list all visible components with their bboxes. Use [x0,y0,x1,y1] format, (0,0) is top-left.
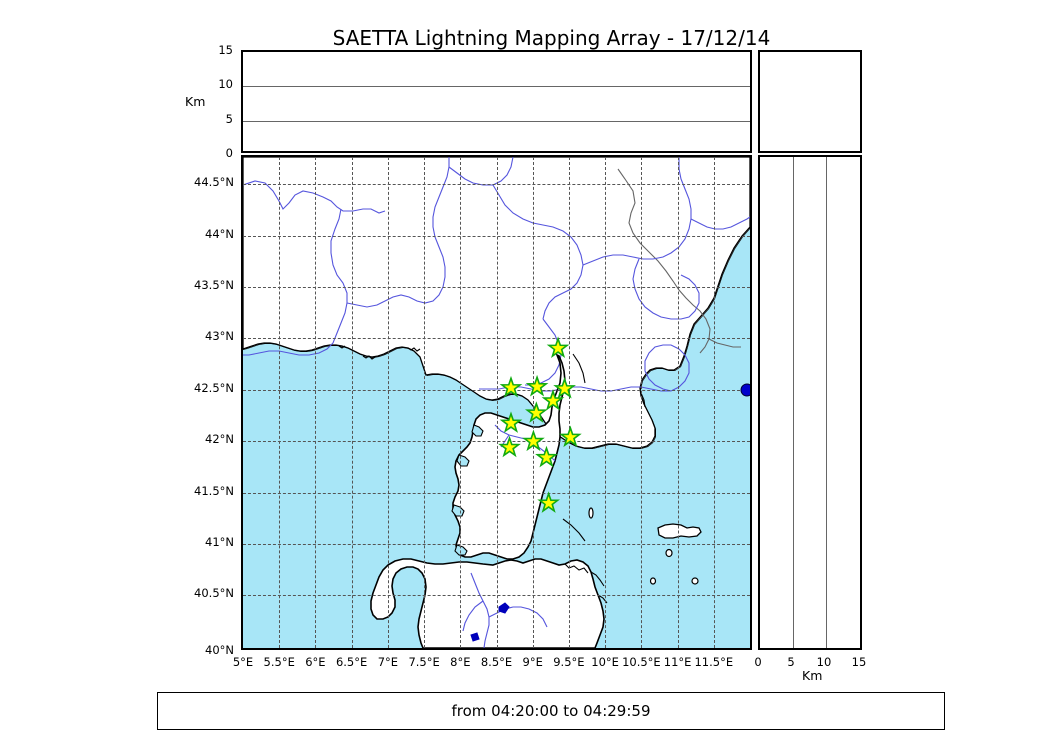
map-ytick-44.5: 44.5°N [194,175,234,190]
map-xtick-8.5: 8.5°E [480,655,513,669]
top-ytick-15: 15 [218,43,233,57]
top-ytick-10: 10 [218,77,233,92]
lma-station-star[interactable] [525,374,549,397]
gridline-10km-right [826,157,827,648]
gridline-lon-9 [532,157,534,648]
gridline-lon-8.5 [496,157,498,648]
gridline-lon-11.5 [713,157,715,648]
lma-station-star[interactable] [524,401,548,423]
gridline-lon-8 [460,157,462,648]
map-ytick-41.5: 41.5°N [194,483,234,498]
right-xtick-5: 5 [787,655,795,669]
map-xtick-10.5: 10.5°E [622,655,661,669]
station-markers-layer [498,336,582,513]
map-ytick-42: 42°N [205,432,234,447]
lma-station-star[interactable] [535,445,558,468]
map-ytick-43.5: 43.5°N [194,278,234,292]
vhf-source-dot[interactable] [740,383,750,397]
map-xtick-5.5: 5.5°E [263,655,295,669]
map-xtick-7.5: 7.5°E [408,655,440,669]
gridline-lon-9.5 [568,157,570,648]
map-ytick-43: 43°N [205,329,234,344]
map-xtick-9: 9°E [522,655,543,669]
gridline-lon-5.5 [279,157,281,648]
lma-station-star[interactable] [553,376,576,399]
lma-station-star[interactable] [559,425,582,448]
right-xtick-10: 10 [816,655,832,669]
panel-height-vs-latitude [758,155,862,650]
gridline-5km [243,120,750,122]
page-title: SAETTA Lightning Mapping Array - 17/12/1… [332,26,771,50]
panel-height-vs-longitude [241,50,752,153]
gridline-lon-10.5 [641,157,643,648]
map-xtick-6.5: 6.5°E [335,655,368,669]
time-range-box: from 04:20:00 to 04:29:59 [157,692,945,730]
map-xtick-5: 5°E [232,655,254,669]
map-xtick-9.5: 9.5°E [553,655,585,669]
gridline-lon-6 [315,157,317,648]
map-ytick-40.5: 40.5°N [194,586,234,601]
lma-station-stars[interactable] [498,336,582,513]
gridline-10km [243,86,750,88]
lma-station-star[interactable] [537,491,560,513]
panel-corner [758,50,862,153]
right-panel-axis-label-km: Km [802,668,823,683]
lma-station-star[interactable] [498,435,521,458]
map-ytick-40: 40°N [205,643,234,657]
map-xtick-8: 8°E [450,655,471,669]
lma-station-star[interactable] [499,411,523,433]
map-xtick-7: 7°E [377,655,399,669]
right-xtick-15: 15 [851,655,867,669]
lma-station-star[interactable] [499,375,523,398]
gridline-lon-7.5 [424,157,426,648]
gridline-lon-10 [605,157,607,648]
map-xtick-11: 11°E [663,655,692,669]
top-ytick-0: 0 [225,146,233,160]
map-ytick-42.5: 42.5°N [194,380,234,395]
gridline-lon-11 [677,157,679,648]
lma-station-star[interactable] [541,389,565,411]
time-range-label: from 04:20:00 to 04:29:59 [451,702,651,720]
gridline-lon-6.5 [351,157,353,648]
top-panel-axis-label-km: Km [185,94,206,109]
map-xtick-6: 6°E [305,655,326,669]
map-xtick-11.5: 11.5°E [694,655,734,669]
right-xtick-0: 0 [754,655,762,669]
panel-map [241,155,752,650]
lma-station-star[interactable] [546,336,570,358]
top-ytick-5: 5 [225,111,233,126]
gridline-5km-right [793,157,794,648]
map-xtick-10: 10°E [591,655,619,669]
map-ytick-44: 44°N [205,226,234,241]
lma-station-star[interactable] [522,429,545,452]
map-ytick-41: 41°N [205,535,234,549]
gridline-lon-7 [387,157,389,648]
